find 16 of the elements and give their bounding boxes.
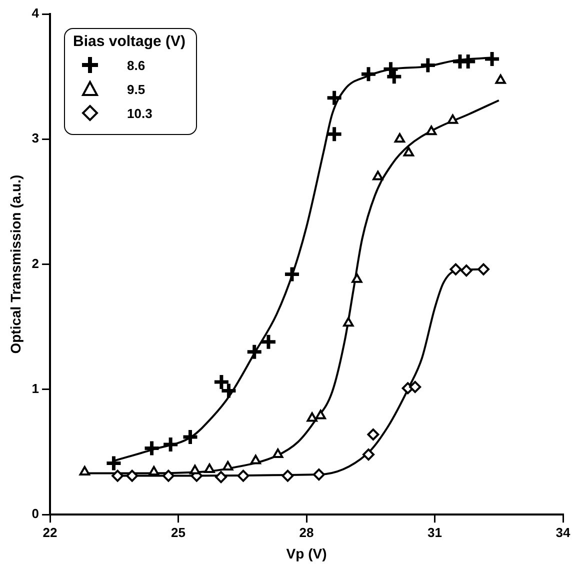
x-tick-label: 22	[42, 524, 58, 540]
y-tick-label: 4	[32, 6, 40, 21]
x-tick-label: 34	[556, 524, 571, 540]
y-tick-label: 0	[32, 506, 40, 522]
x-tick-label: 25	[171, 524, 186, 540]
legend-label: 8.6	[127, 58, 146, 72]
x-axis-title: Vp (V)	[286, 545, 327, 562]
y-axis-title: Optical Transmission (a.u.)	[7, 174, 24, 354]
y-tick-label: 2	[32, 256, 40, 271]
x-tick-label: 31	[428, 524, 442, 540]
legend-label: 9.5	[127, 82, 146, 96]
legend-title: Bias voltage (V)	[73, 33, 186, 50]
y-tick-label: 1	[32, 381, 40, 396]
legend-label: 10.3	[127, 106, 152, 120]
x-tick-label: 28	[299, 524, 314, 540]
y-tick-label: 3	[32, 130, 40, 146]
